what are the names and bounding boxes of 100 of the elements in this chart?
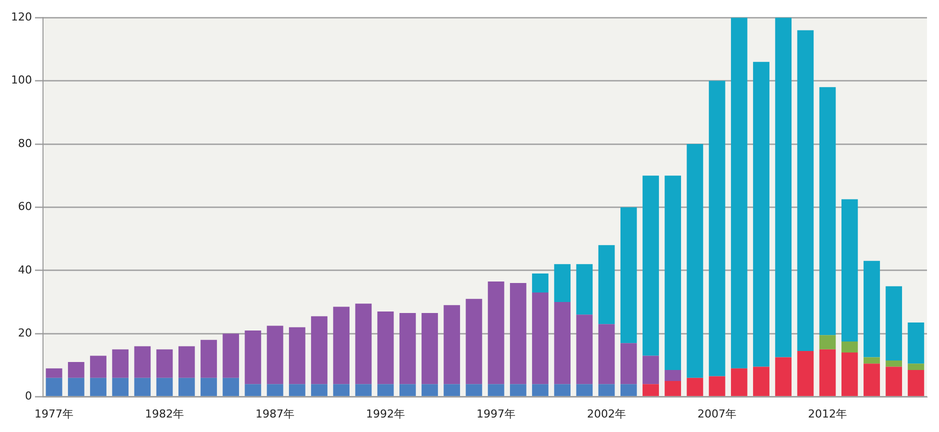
bar	[222, 378, 240, 396]
bar	[68, 362, 84, 378]
y-tick-label: 100	[10, 74, 32, 87]
bar	[908, 364, 924, 370]
bar	[200, 340, 217, 378]
bar	[134, 378, 151, 396]
x-tick-label: 1997年	[476, 407, 516, 420]
x-tick-label: 2007年	[698, 407, 737, 420]
bar	[200, 378, 217, 396]
bar	[266, 384, 284, 396]
bar	[532, 292, 548, 384]
bar	[355, 384, 372, 396]
bar	[134, 346, 151, 378]
bar	[664, 176, 682, 370]
bar	[775, 357, 792, 396]
bar	[422, 313, 438, 384]
bar	[288, 384, 306, 396]
bar	[554, 302, 571, 384]
bar	[288, 327, 306, 384]
bar	[510, 384, 526, 396]
bar	[730, 18, 748, 368]
bar	[178, 346, 195, 378]
x-tick-label: 1982年	[145, 407, 184, 420]
bar	[864, 260, 880, 358]
y-tick-label: 20	[18, 326, 32, 340]
bar	[554, 384, 571, 396]
bar	[488, 281, 504, 384]
bar	[819, 87, 836, 336]
x-tick-label: 2002年	[587, 407, 626, 420]
bar	[864, 357, 880, 364]
bar	[708, 376, 726, 396]
bar	[444, 384, 460, 396]
bar	[620, 343, 637, 384]
bar	[908, 370, 924, 396]
bar	[46, 378, 62, 396]
bar	[244, 330, 262, 384]
bar	[686, 378, 704, 396]
bar	[510, 283, 526, 384]
bar	[311, 384, 328, 396]
bar	[444, 305, 460, 384]
bar	[333, 306, 350, 384]
bar	[112, 349, 129, 378]
bar	[532, 274, 548, 293]
bar	[333, 384, 350, 396]
bar	[864, 364, 880, 396]
y-tick-label: 120	[10, 10, 32, 24]
bar	[598, 384, 615, 396]
bar	[466, 298, 482, 384]
bar	[775, 18, 792, 358]
bar	[156, 378, 173, 396]
bar	[886, 366, 902, 396]
bar	[576, 314, 593, 384]
bar	[598, 324, 615, 384]
x-tick-label: 2012年	[808, 407, 848, 420]
bar	[797, 350, 814, 396]
x-tick-label: 1992年	[366, 407, 406, 420]
bar	[488, 384, 504, 396]
bar	[422, 384, 438, 396]
x-tick-label: 1987年	[256, 407, 295, 420]
bar	[532, 384, 548, 396]
bar	[311, 316, 328, 384]
bar	[222, 334, 240, 378]
y-tick-label: 80	[18, 136, 32, 150]
bar	[753, 62, 770, 367]
bar	[156, 349, 173, 378]
bar	[355, 304, 372, 384]
bar	[753, 366, 770, 396]
y-tick-label: 60	[18, 200, 32, 214]
y-tick-label: 40	[18, 263, 32, 276]
bar	[266, 326, 284, 384]
y-tick-label: 0	[24, 390, 32, 403]
bar	[642, 384, 659, 396]
bar	[708, 80, 726, 376]
bar	[841, 342, 858, 353]
bar	[686, 144, 704, 378]
bar	[46, 368, 62, 378]
bar	[399, 313, 416, 384]
bar	[620, 207, 637, 344]
bar	[576, 384, 593, 396]
bar	[112, 378, 129, 396]
bar	[819, 335, 836, 350]
bar	[90, 356, 106, 378]
bar	[178, 378, 195, 396]
bar	[598, 245, 615, 324]
bar	[886, 360, 902, 367]
bar	[841, 352, 858, 396]
bar	[908, 322, 924, 364]
bar	[68, 378, 84, 396]
bar	[642, 356, 659, 384]
bar	[797, 30, 814, 351]
bar	[664, 381, 682, 396]
bar	[886, 286, 902, 360]
bar	[90, 378, 106, 396]
bar	[664, 370, 682, 381]
bar	[841, 199, 858, 342]
bar	[554, 264, 571, 302]
bar	[730, 368, 748, 396]
bar	[466, 384, 482, 396]
bar	[377, 384, 394, 396]
bar	[377, 311, 394, 384]
